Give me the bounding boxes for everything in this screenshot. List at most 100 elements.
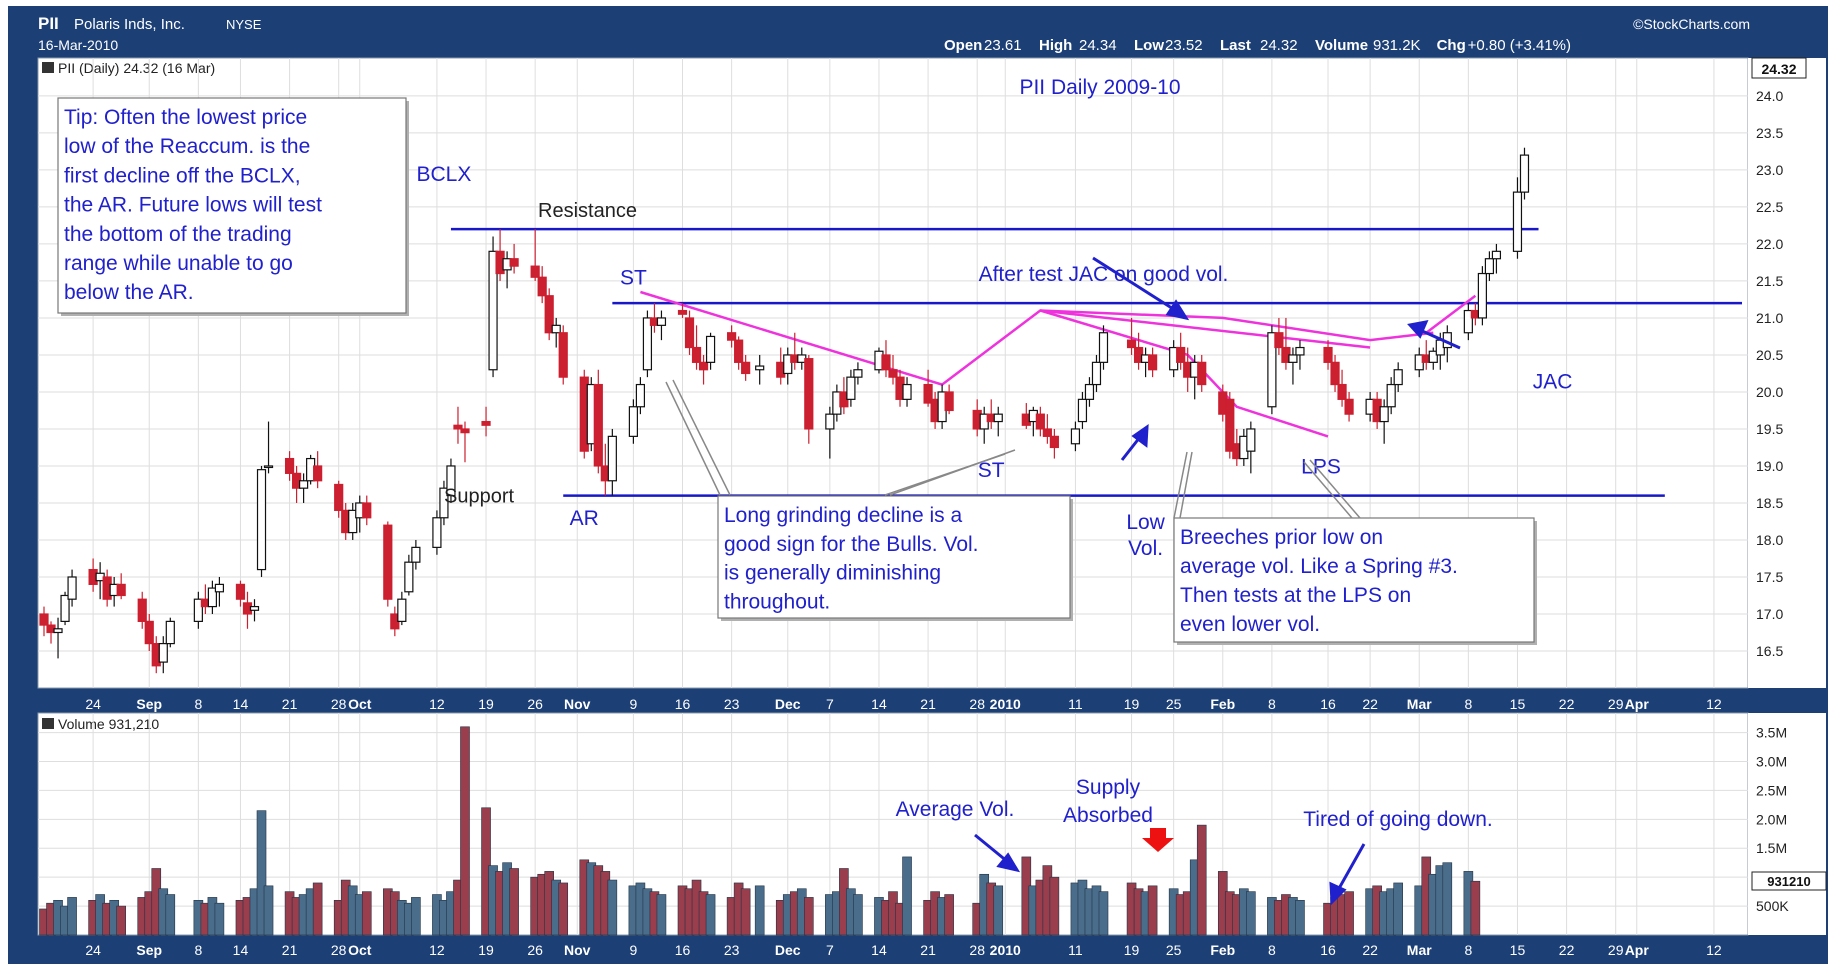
volume-bar — [1098, 891, 1109, 936]
date-tick-label: 23 — [724, 696, 740, 712]
volume-bar — [67, 897, 77, 936]
price-axis-area — [1748, 58, 1826, 688]
volume-date-tick-label: 19 — [478, 942, 494, 958]
candle-body — [551, 324, 561, 334]
annotation-arrows — [974, 256, 1461, 906]
tired-arrow — [1335, 843, 1366, 893]
candle-body — [60, 594, 70, 622]
volume-bar — [853, 894, 863, 936]
date-tick-label: 19 — [478, 696, 494, 712]
chart-title: PII Daily 2009-10 — [1019, 76, 1180, 99]
jac-label-arrow-head — [1407, 320, 1429, 339]
candle-body — [530, 265, 540, 278]
last-volume-tag: 931210 — [1767, 874, 1810, 889]
point-label: ST — [978, 459, 1005, 482]
date-tick-label: 19 — [1124, 696, 1140, 712]
price-stats: Open 23.61 High 24.34 Low 23.52 Last 24.32 Volum… — [944, 37, 1571, 54]
candle-body — [432, 517, 442, 548]
volume-bar — [558, 882, 569, 936]
candle-body — [299, 480, 309, 489]
date-tick-label: 7 — [826, 696, 834, 712]
candle-body — [1477, 272, 1487, 319]
point-label: Vol. — [1128, 537, 1163, 560]
candle-body — [677, 309, 688, 315]
price-tick-label: 18.0 — [1756, 532, 1783, 548]
candle-body — [1084, 383, 1095, 400]
spring-leader-2 — [1173, 451, 1188, 519]
candle-body — [411, 546, 421, 563]
candle-body — [853, 369, 863, 378]
candle-body — [734, 339, 744, 363]
stat-label: Volume — [1315, 37, 1368, 54]
stat-label: High — [1039, 37, 1072, 54]
source-credit: ©StockCharts.com — [1633, 16, 1750, 32]
volume-annotation: Average Vol. — [896, 798, 1015, 821]
candle-body — [1386, 383, 1396, 408]
date-tick-label: 8 — [1464, 696, 1472, 712]
resistance-label: Resistance — [538, 200, 637, 222]
candle-body — [1225, 398, 1235, 452]
point-label: Low — [1126, 511, 1165, 534]
stat-label: Open — [944, 37, 982, 54]
candle-body — [1267, 332, 1277, 408]
candle-body — [404, 561, 414, 593]
volume-bar — [1196, 824, 1207, 936]
volume-date-tick-label: Feb — [1210, 942, 1235, 958]
price-tick-label: 22.5 — [1756, 199, 1783, 215]
callout-leaders — [665, 379, 1361, 519]
volume-date-tick-label: 26 — [527, 942, 543, 958]
annotation-boxes: Tip: Often the lowest price low of the Re… — [57, 97, 1537, 645]
date-tick-label: 15 — [1510, 696, 1526, 712]
candle-body — [214, 583, 225, 593]
grind-leader-4 — [884, 453, 1006, 496]
date-tick-label: 26 — [527, 696, 543, 712]
volume-date-tick-label: Nov — [564, 942, 591, 958]
candle-body — [158, 642, 168, 663]
candle-body — [1288, 354, 1298, 363]
date-tick-label: 25 — [1166, 696, 1182, 712]
candle-body — [207, 587, 217, 608]
volume-bar — [361, 891, 372, 936]
volume-annotation: Supply — [1076, 776, 1141, 799]
volume-date-tick-label: Sep — [136, 942, 162, 958]
price-tick-label: 19.5 — [1756, 421, 1783, 437]
volume-date-tick-label: 29 — [1608, 942, 1624, 958]
note-text: good sign for the Bulls. Vol. — [724, 533, 979, 556]
candle-body — [727, 332, 737, 341]
candle-body — [1512, 191, 1523, 252]
trendline — [1425, 294, 1477, 334]
date-tick-label: 14 — [871, 696, 887, 712]
volume-bar — [1344, 891, 1354, 936]
price-tick-label: 24.0 — [1756, 88, 1783, 104]
date-tick-label: 11 — [1068, 696, 1083, 712]
date-tick-label: 28 — [969, 696, 985, 712]
candle-body — [1295, 346, 1305, 356]
price-tick-label: 19.0 — [1756, 458, 1783, 474]
candle-body — [1042, 428, 1052, 437]
volume-tick-label: 2.5M — [1756, 782, 1787, 798]
company-name: Polaris Inds, Inc. — [74, 16, 185, 33]
volume-legend: Volume 931,210 — [58, 716, 159, 732]
candle-body — [881, 354, 891, 371]
candle-body — [256, 469, 267, 571]
price-legend: PII (Daily) 24.32 (16 Mar) — [58, 60, 215, 76]
volume-date-tick-label: 15 — [1510, 942, 1526, 958]
price-tick-label: 20.0 — [1756, 384, 1783, 400]
note-text: is generally diminishing — [724, 562, 941, 585]
candle-legend-icon — [42, 62, 54, 73]
volume-date-tick-label: 8 — [194, 942, 202, 958]
trendline — [1039, 309, 1329, 438]
candle-body — [993, 413, 1003, 423]
candle-body — [488, 250, 498, 371]
volume-date-tick-label: Oct — [348, 942, 372, 958]
date-tick-label: 12 — [429, 696, 445, 712]
note-text: average vol. Like a Spring #3. — [1180, 555, 1458, 578]
volume-date-tick-label: 16 — [675, 942, 691, 958]
volume-bars — [39, 726, 1481, 936]
date-tick-label: 28 — [331, 696, 347, 712]
volume-bar — [460, 726, 470, 936]
candle-body — [1330, 361, 1340, 386]
candle-body — [460, 428, 470, 434]
candle-body — [923, 383, 933, 404]
